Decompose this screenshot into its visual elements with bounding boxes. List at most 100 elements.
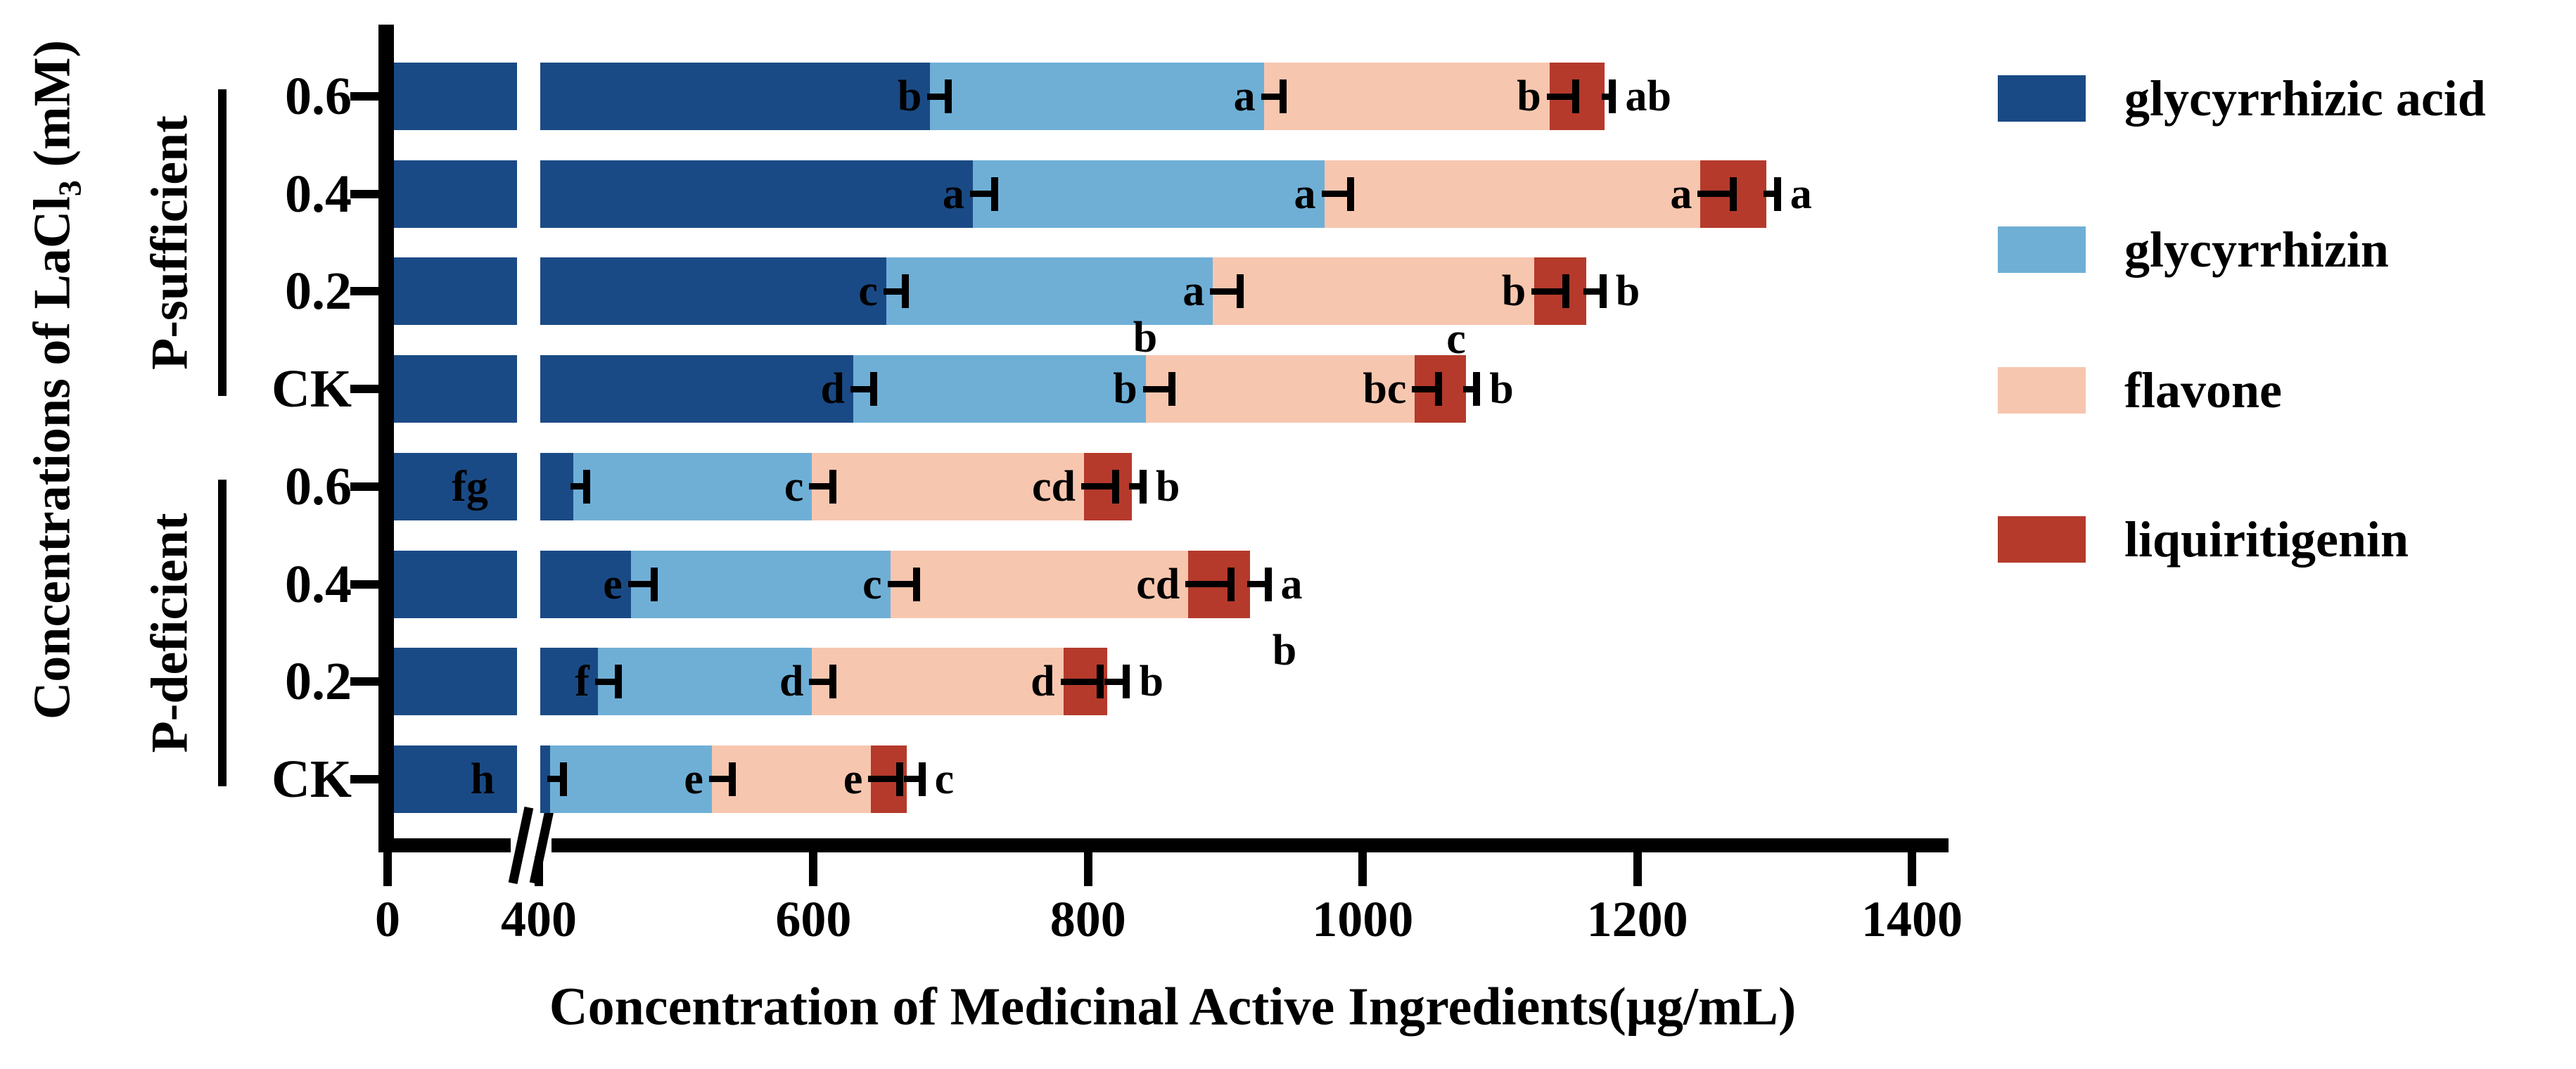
error-bar-line <box>1531 288 1567 295</box>
error-bar-line <box>547 776 564 783</box>
bar-segment-flavone <box>1145 355 1415 423</box>
significance-letter: a <box>1182 267 1205 316</box>
error-bar-line <box>1210 288 1241 295</box>
significance-letter: d <box>779 658 804 706</box>
error-bar-line <box>1412 385 1439 392</box>
y-tick-label: CK <box>272 359 352 419</box>
error-bar-line <box>927 93 948 100</box>
x-axis-line <box>378 838 1949 852</box>
bar-segment-glycyrrhizic-acid <box>540 63 931 130</box>
bar-segment-flavone <box>890 550 1189 618</box>
bar-segment-flavone <box>812 648 1064 716</box>
bar-segment-glycyrrhizic-acid <box>540 160 973 228</box>
error-bar-line <box>570 483 587 490</box>
error-bar-cap <box>829 469 836 504</box>
annotation-letter: c <box>1446 315 1466 363</box>
bar-segment-glycyrrhizin <box>597 648 812 716</box>
significance-letter: h <box>470 755 495 803</box>
significance-letter: cd <box>1031 462 1076 511</box>
significance-letter: fg <box>452 462 488 511</box>
error-bar-cap <box>1609 79 1617 113</box>
error-bar-line <box>627 581 654 587</box>
error-bar-cap <box>1730 177 1737 211</box>
error-bar-cap <box>1111 469 1119 504</box>
bar-segment-glycyrrhizic-acid <box>540 550 631 618</box>
error-bar-line <box>1060 678 1101 685</box>
legend-swatch-flavone <box>1998 367 2086 414</box>
error-bar-line <box>850 385 874 392</box>
bar-segment-flavone <box>711 745 872 813</box>
error-bar-cap <box>1237 274 1244 309</box>
error-bar-line <box>904 776 922 783</box>
x-axis-tick <box>1633 852 1642 886</box>
significance-letter: b <box>1501 267 1526 316</box>
bar-segment-flavone <box>1263 63 1550 130</box>
y-axis-tick <box>350 482 378 491</box>
legend-item: flavone <box>1998 355 2575 425</box>
error-bar-line <box>1546 93 1576 100</box>
bar-segment-flavone <box>812 452 1084 520</box>
legend-label: flavone <box>2124 362 2282 418</box>
bar-segment-glycyrrhizic-acid <box>540 648 598 716</box>
significance-letter: b <box>1113 365 1137 414</box>
significance-letter: e <box>603 560 623 608</box>
significance-letter: b <box>1517 72 1541 120</box>
annotation-letter: b <box>1272 627 1297 674</box>
bar-segment-glycyrrhizin <box>549 745 712 813</box>
error-bar-line <box>1129 483 1143 490</box>
error-bar-line <box>1462 385 1477 392</box>
x-axis-tick <box>1358 852 1367 886</box>
y-axis-tick <box>350 580 378 589</box>
legend-swatch-liquiritigenin <box>1998 516 2086 563</box>
x-tick-label: 1000 <box>1312 891 1414 947</box>
error-bar-line <box>809 678 833 685</box>
legend-item: liquiritigenin <box>1998 504 2575 575</box>
error-bar-cap <box>1434 372 1442 407</box>
bar-segment-glycyrrhizic-acid <box>394 63 517 130</box>
bar-segment-glycyrrhizin <box>886 257 1213 326</box>
error-bar-cap <box>1279 79 1287 113</box>
significance-letter: a <box>1280 560 1303 608</box>
error-bar-cap <box>1346 177 1354 211</box>
bar-segment-flavone <box>1213 257 1535 326</box>
bar-segment-glycyrrhizic-acid <box>540 355 853 423</box>
y-tick-label: 0.4 <box>285 164 352 224</box>
bar-segment-glycyrrhizin <box>573 452 812 520</box>
annotation-letter: b <box>1133 314 1158 361</box>
error-bar-line <box>883 288 906 295</box>
significance-letter: a <box>942 169 964 218</box>
x-axis-tick <box>809 852 818 886</box>
error-bar-line <box>969 191 995 198</box>
error-bar-cap <box>896 762 904 796</box>
y-axis-tick <box>350 385 378 394</box>
significance-letter: a <box>1294 169 1316 218</box>
significance-letter: a <box>1233 72 1256 120</box>
y-tick-label: 0.6 <box>285 456 352 516</box>
error-bar-line <box>594 678 619 685</box>
error-bar-cap <box>1097 665 1104 699</box>
significance-letter: a <box>1790 169 1812 218</box>
group-bracket <box>218 89 227 397</box>
error-bar-line <box>708 776 733 783</box>
y-axis-tick <box>350 92 378 101</box>
significance-letter: c <box>862 560 882 608</box>
legend-swatch-glycyrrhizin <box>1998 226 2086 273</box>
bar-segment-glycyrrhizic-acid <box>540 452 573 520</box>
bar-segment-glycyrrhizic-acid <box>394 745 517 813</box>
significance-letter: c <box>858 267 878 316</box>
error-bar-cap <box>560 762 568 796</box>
bar-segment-glycyrrhizic-acid <box>394 648 517 716</box>
error-bar-cap <box>1773 177 1781 211</box>
error-bar-cap <box>902 274 910 309</box>
error-bar-line <box>1142 385 1172 392</box>
error-bar-line <box>1104 678 1127 685</box>
error-bar-cap <box>1168 372 1175 407</box>
y-axis-line <box>378 25 394 852</box>
y-axis-tick <box>350 774 378 783</box>
bar-segment-glycyrrhizin <box>630 550 891 618</box>
significance-letter: b <box>1139 658 1163 706</box>
error-bar-line <box>1247 581 1268 587</box>
error-bar-line <box>1185 581 1231 587</box>
